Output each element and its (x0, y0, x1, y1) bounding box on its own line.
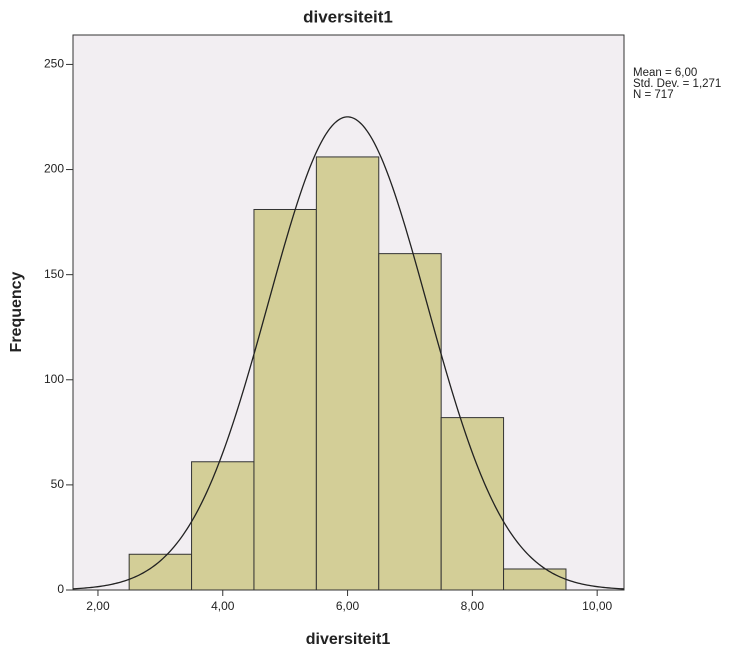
bar (503, 568, 567, 591)
y-tick-label: 50 (51, 477, 65, 491)
y-axis-title: Frequency (8, 271, 25, 352)
x-tick-label: 8,00 (461, 599, 485, 613)
x-tick-label: 6,00 (336, 599, 360, 613)
y-tick-label: 250 (44, 57, 64, 71)
bar (440, 417, 505, 591)
x-tick-label: 4,00 (211, 599, 235, 613)
bar (128, 553, 193, 591)
normal-curve (72, 116, 625, 590)
bar (315, 156, 380, 591)
stat-label: Std. Dev. = 1,271 (633, 78, 721, 90)
stat-label: N = 717 (633, 89, 674, 101)
y-tick-label: 150 (44, 267, 64, 281)
chart-title: diversiteit1 (303, 7, 393, 26)
bar (191, 461, 255, 591)
bar (253, 208, 317, 591)
x-tick-label: 10,00 (582, 599, 612, 613)
y-tick-label: 200 (44, 162, 64, 176)
x-axis-title: diversiteit1 (306, 631, 391, 648)
stat-label: Mean = 6,00 (633, 67, 697, 79)
x-tick-label: 2,00 (86, 599, 110, 613)
y-tick-label: 0 (57, 582, 64, 596)
bar (378, 253, 442, 591)
y-tick-label: 100 (44, 372, 64, 386)
